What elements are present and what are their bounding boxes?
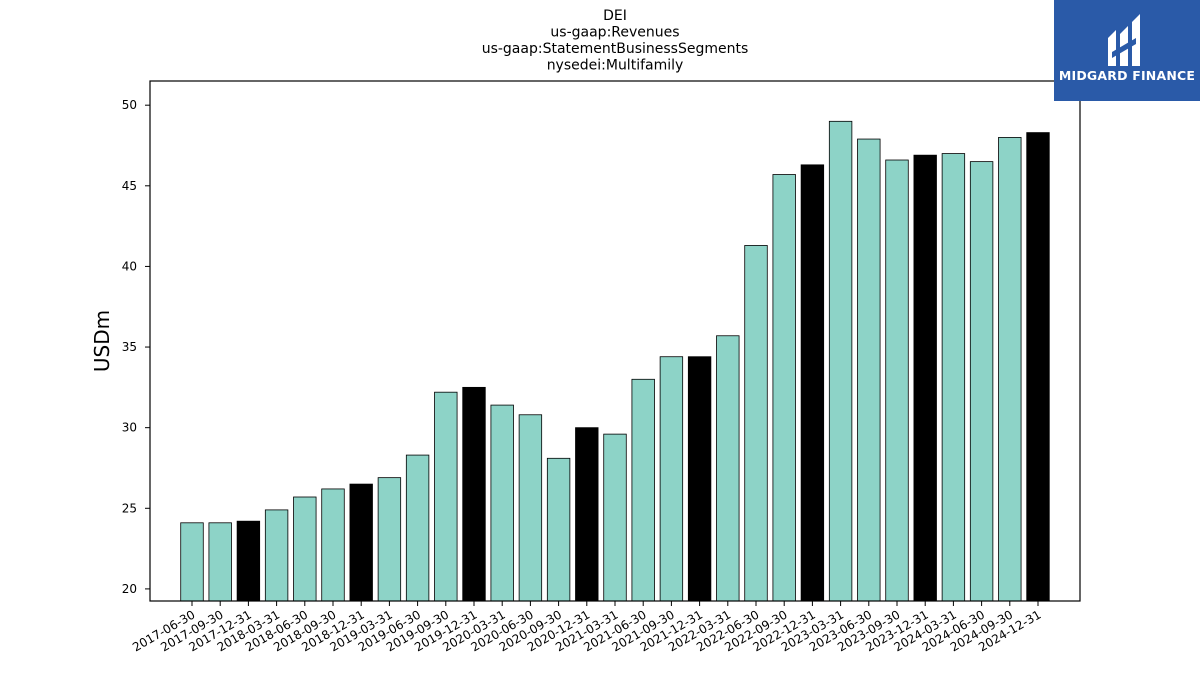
title-line: nysedei:Multifamily xyxy=(547,58,684,74)
y-tick-label: 30 xyxy=(122,421,137,435)
y-tick-label: 35 xyxy=(122,340,137,354)
bar xyxy=(208,522,232,602)
bar xyxy=(941,153,966,602)
bar xyxy=(603,433,627,602)
bar xyxy=(1026,132,1050,602)
bar xyxy=(857,138,881,602)
bar xyxy=(659,356,684,602)
bar xyxy=(434,391,458,602)
bar xyxy=(575,427,599,602)
bar xyxy=(998,137,1022,602)
bar xyxy=(264,509,289,602)
bar xyxy=(236,520,261,602)
y-tick-label: 45 xyxy=(122,179,137,193)
x-axis: 2017-06-302017-09-302017-12-312018-03-31… xyxy=(130,601,1044,654)
logo-text: MIDGARD FINANCE xyxy=(1058,68,1196,83)
bar xyxy=(518,414,543,602)
y-tick-label: 20 xyxy=(122,582,137,596)
bar xyxy=(687,356,712,602)
title-line: DEI xyxy=(603,8,627,24)
bar xyxy=(969,161,994,602)
bar xyxy=(631,378,655,602)
bar xyxy=(405,454,430,602)
y-tick-label: 50 xyxy=(122,98,137,112)
bar xyxy=(180,522,204,602)
midgard-finance-logo: MIDGARD FINANCE xyxy=(1054,0,1200,101)
bar xyxy=(772,174,796,602)
y-axis-label: USDm xyxy=(90,310,114,372)
chart-title: DEIus-gaap:Revenuesus-gaap:StatementBusi… xyxy=(482,8,749,74)
bar xyxy=(321,488,345,602)
bar xyxy=(293,496,317,602)
bar xyxy=(490,404,514,602)
bar xyxy=(377,477,402,602)
y-axis: 20 25 30 35 40 45 50 xyxy=(122,98,150,596)
bar xyxy=(800,164,825,602)
midgard-logo-icon xyxy=(1108,14,1140,66)
bar xyxy=(716,335,740,602)
bar xyxy=(462,386,486,602)
bar xyxy=(828,120,853,602)
bar xyxy=(744,245,768,602)
title-line: us-gaap:StatementBusinessSegments xyxy=(482,41,749,57)
y-tick-label: 40 xyxy=(122,259,137,273)
bar xyxy=(546,457,571,602)
bar xyxy=(349,483,373,602)
title-line: us-gaap:Revenues xyxy=(550,25,679,41)
y-tick-label: 25 xyxy=(122,501,137,515)
bars xyxy=(180,120,1050,602)
bar xyxy=(885,159,909,602)
bar xyxy=(913,154,937,602)
